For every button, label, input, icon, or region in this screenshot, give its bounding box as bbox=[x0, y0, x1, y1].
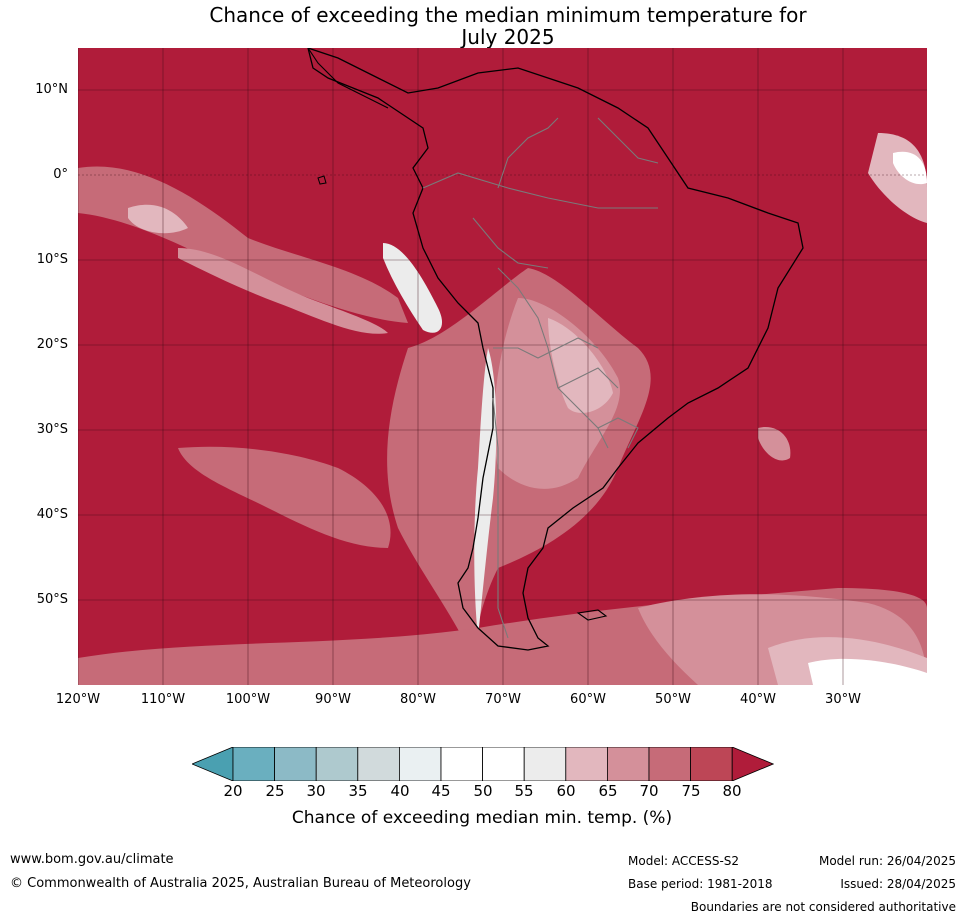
colorbar-label: 55 bbox=[514, 782, 534, 800]
lon-tick: 120°W bbox=[55, 692, 101, 707]
colorbar-label: 35 bbox=[348, 782, 368, 800]
colorbar-label: 65 bbox=[598, 782, 618, 800]
lat-tick: 0° bbox=[53, 167, 68, 182]
colorbar-scale bbox=[190, 746, 775, 782]
country-borders bbox=[422, 117, 659, 639]
lon-tick: 50°W bbox=[655, 692, 691, 707]
colorbar-segment bbox=[274, 746, 317, 782]
title-line-2: July 2025 bbox=[461, 25, 555, 49]
colorbar bbox=[190, 746, 775, 785]
colorbar-segment bbox=[690, 746, 733, 782]
colorbar-label: 60 bbox=[556, 782, 576, 800]
graticule bbox=[78, 48, 927, 685]
lon-tick: 90°W bbox=[315, 692, 351, 707]
colorbar-label: 75 bbox=[681, 782, 701, 800]
colorbar-segment bbox=[398, 746, 442, 782]
colorbar-segment bbox=[357, 746, 400, 782]
colorbar-title: Chance of exceeding median min. temp. (%… bbox=[291, 808, 673, 828]
lon-tick: 40°W bbox=[740, 692, 776, 707]
issued-text: Issued: 28/04/2025 bbox=[840, 877, 956, 891]
colorbar-label: 40 bbox=[390, 782, 410, 800]
lat-tick: 20°S bbox=[36, 337, 68, 352]
forecast-map bbox=[78, 48, 927, 685]
lon-tick: 80°W bbox=[400, 692, 436, 707]
colorbar-label: 45 bbox=[431, 782, 451, 800]
map-layer bbox=[78, 48, 927, 685]
disclaimer-text: Boundaries are not considered authoritat… bbox=[690, 900, 956, 914]
colorbar-under-arrow bbox=[190, 746, 234, 782]
colorbar-label: 20 bbox=[223, 782, 243, 800]
colorbar-label: 25 bbox=[265, 782, 285, 800]
colorbar-segment bbox=[523, 746, 567, 782]
copyright-text: © Commonwealth of Australia 2025, Austra… bbox=[10, 876, 471, 891]
colorbar-segment bbox=[232, 746, 275, 782]
base-period-text: Base period: 1981-2018 bbox=[628, 877, 773, 891]
colorbar-label: 50 bbox=[473, 782, 493, 800]
colorbar-segment bbox=[606, 746, 650, 782]
central-america-coast bbox=[307, 48, 389, 109]
colorbar-label: 80 bbox=[722, 782, 742, 800]
lat-tick: 50°S bbox=[36, 592, 68, 607]
lat-tick: 40°S bbox=[36, 507, 68, 522]
model-text: Model: ACCESS-S2 bbox=[628, 854, 740, 868]
colorbar-segment bbox=[440, 746, 483, 782]
title-line-1: Chance of exceeding the median minimum t… bbox=[209, 3, 807, 27]
lon-tick: 70°W bbox=[485, 692, 521, 707]
website-link[interactable]: www.bom.gov.au/climate bbox=[10, 852, 174, 867]
colorbar-segment bbox=[315, 746, 359, 782]
colorbar-segment bbox=[565, 746, 608, 782]
model-run-text: Model run: 26/04/2025 bbox=[818, 854, 956, 868]
galapagos-islands bbox=[317, 175, 327, 185]
lat-tick: 10°S bbox=[36, 252, 68, 267]
lat-tick: 30°S bbox=[36, 422, 68, 437]
colorbar-over-arrow bbox=[731, 746, 775, 782]
probability-zones bbox=[78, 133, 927, 685]
falkland-islands bbox=[576, 609, 608, 621]
map-title: Chance of exceeding the median minimum t… bbox=[78, 4, 938, 48]
lon-tick: 30°W bbox=[825, 692, 861, 707]
colorbar-segment bbox=[482, 746, 525, 782]
lon-tick: 110°W bbox=[140, 692, 186, 707]
colorbar-segment bbox=[648, 746, 691, 782]
colorbar-label: 70 bbox=[639, 782, 659, 800]
lon-tick: 100°W bbox=[225, 692, 271, 707]
colorbar-label: 30 bbox=[306, 782, 326, 800]
lat-tick: 10°N bbox=[35, 82, 68, 97]
south-america-coastline bbox=[307, 48, 804, 651]
lon-tick: 60°W bbox=[570, 692, 606, 707]
